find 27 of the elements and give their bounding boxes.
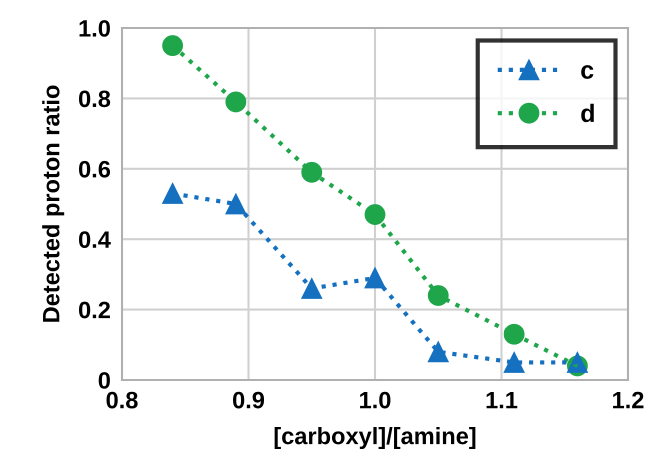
y-tick-label: 1.0 — [80, 20, 110, 37]
x-tick-label: 1.0 — [360, 392, 390, 408]
y-tick-label: 0 — [98, 372, 110, 389]
point — [428, 285, 449, 306]
y-tick-label: 0.2 — [79, 302, 110, 318]
point — [301, 162, 322, 183]
legend-label: c — [581, 65, 594, 79]
point — [364, 268, 386, 288]
x-tick-label: 0.9 — [233, 392, 264, 408]
point — [225, 194, 246, 214]
y-tick-label: 0.8 — [79, 90, 110, 108]
point — [225, 92, 246, 112]
x-axis-title: [carboxyl]/[amine] — [274, 427, 476, 450]
point — [364, 204, 386, 225]
x-tick-label: 1.2 — [613, 392, 644, 408]
x-tick-label: 0.8 — [106, 392, 138, 408]
y-tick-label: 0.6 — [79, 160, 110, 178]
y-axis-title: Detected proton ratio — [42, 86, 64, 322]
point — [162, 35, 184, 56]
y-tick-label: 0.4 — [79, 231, 111, 248]
point — [504, 352, 525, 373]
point — [301, 278, 322, 299]
point — [162, 183, 184, 204]
point — [504, 324, 525, 345]
point — [428, 341, 449, 362]
x-tick-label: 1.1 — [486, 392, 518, 408]
legend-label: d — [581, 104, 594, 122]
